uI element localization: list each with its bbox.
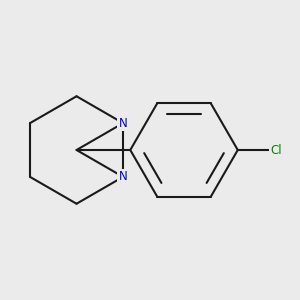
Text: N: N: [119, 170, 128, 183]
Text: Cl: Cl: [270, 143, 282, 157]
Text: N: N: [119, 117, 128, 130]
